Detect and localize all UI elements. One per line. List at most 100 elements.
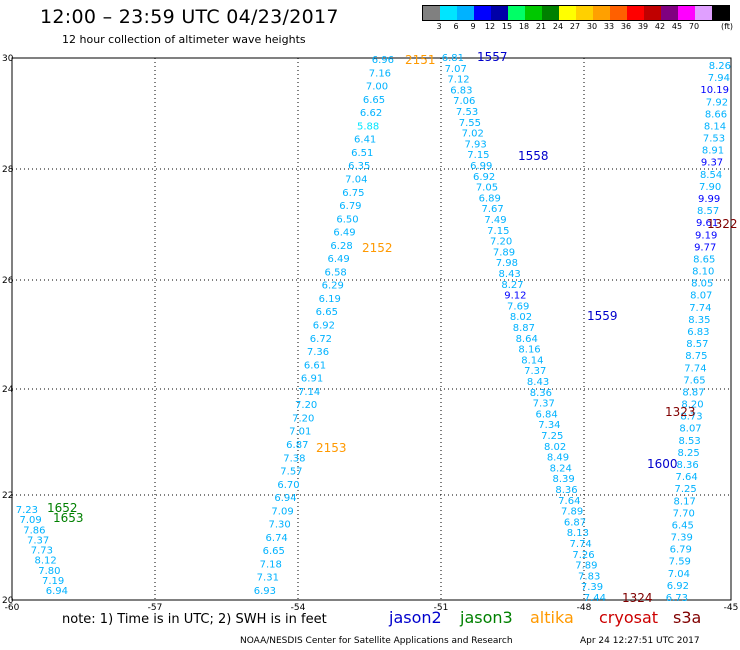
track-value-altika: 7.14	[298, 387, 320, 398]
satellite-legend-cryosat: cryosat	[599, 608, 659, 627]
track-value-s3a: 7.39	[671, 533, 693, 544]
track-value-jason3: 7.19	[42, 576, 64, 587]
track-value-jason2: 7.93	[464, 139, 486, 150]
colorbar-swatch	[678, 6, 695, 20]
track-value-altika: 6.49	[327, 254, 349, 265]
track-value-jason2: 7.44	[584, 593, 606, 604]
colorbar-unit: (ft)	[721, 22, 734, 31]
track-value-jason3: 7.37	[27, 535, 49, 546]
track-value-altika: 6.96	[372, 55, 394, 66]
colorbar-label: 36	[620, 22, 632, 31]
colorbar-swatch	[559, 6, 576, 20]
track-value-jason2: 8.14	[521, 355, 543, 366]
track-value-jason2: 8.39	[552, 474, 574, 485]
track-value-altika: 6.49	[333, 228, 355, 239]
track-value-jason2: 6.84	[535, 409, 557, 420]
track-value-jason2: 6.92	[473, 172, 495, 183]
track-value-jason2: 6.99	[470, 161, 492, 172]
pass-time-label: 1323	[665, 405, 696, 419]
track-value-s3a: 8.20	[681, 400, 703, 411]
colorbar-label: 27	[569, 22, 581, 31]
track-value-jason2: 8.49	[547, 453, 569, 464]
satellite-legend-s3a: s3a	[673, 608, 702, 627]
track-value-jason2: 8.27	[501, 280, 523, 291]
track-value-altika: 6.79	[339, 201, 361, 212]
colorbar-swatch	[542, 6, 559, 20]
track-value-altika: 6.41	[354, 135, 376, 146]
track-value-jason2: 6.83	[450, 85, 472, 96]
colorbar-swatch	[457, 6, 474, 20]
track-value-s3a: 6.73	[666, 593, 688, 604]
colorbar-swatch	[712, 6, 729, 20]
track-value-s3a: 8.05	[691, 279, 713, 290]
track-value-s3a: 7.70	[673, 508, 695, 519]
track-value-jason3: 6.94	[46, 586, 68, 597]
track-value-jason3: 7.23	[16, 505, 38, 516]
track-value-altika: 7.20	[295, 400, 317, 411]
track-value-jason2: 7.39	[581, 582, 603, 593]
colorbar-label: 3	[436, 22, 442, 31]
track-value-jason2: 8.02	[544, 442, 566, 453]
x-tick-label: -60	[5, 603, 20, 613]
track-value-jason2: 7.05	[476, 183, 498, 194]
track-value-jason3: 7.80	[38, 566, 60, 577]
colorbar-swatch	[525, 6, 542, 20]
colorbar-swatch	[474, 6, 491, 20]
colorbar-label: 45	[671, 22, 683, 31]
track-value-jason2: 7.67	[481, 204, 503, 215]
track-value-altika: 6.74	[266, 533, 288, 544]
track-value-s3a: 9.37	[701, 158, 723, 169]
track-value-altika: 6.50	[336, 214, 358, 225]
track-value-jason2: 7.53	[456, 107, 478, 118]
track-value-jason2: 6.81	[442, 53, 464, 64]
y-tick-label: 28	[2, 165, 14, 175]
satellite-legend-altika: altika	[530, 608, 574, 627]
track-value-s3a: 8.07	[690, 291, 712, 302]
x-tick-label: -51	[434, 603, 449, 613]
track-value-altika: 6.19	[319, 294, 341, 305]
track-value-jason2: 8.16	[518, 345, 540, 356]
pass-time-label: 1324	[622, 591, 653, 605]
colorbar-label: 39	[637, 22, 649, 31]
pass-time-label: 2153	[316, 441, 347, 455]
track-value-s3a: 8.53	[678, 436, 700, 447]
track-value-jason2: 7.12	[447, 75, 469, 86]
track-value-jason2: 7.37	[533, 399, 555, 410]
track-value-s3a: 9.19	[695, 230, 717, 241]
track-value-altika: 7.38	[283, 453, 305, 464]
track-value-s3a: 7.90	[699, 182, 721, 193]
track-value-altika: 6.65	[316, 307, 338, 318]
satellite-legend-jason2: jason2	[389, 608, 442, 627]
track-value-jason2: 7.26	[572, 550, 594, 561]
track-value-s3a: 8.07	[679, 424, 701, 435]
track-value-jason3: 7.86	[23, 525, 45, 536]
track-value-jason2: 7.64	[558, 496, 580, 507]
track-value-s3a: 8.36	[676, 460, 698, 471]
track-value-jason2: 8.24	[550, 463, 572, 474]
track-value-altika: 7.36	[307, 347, 329, 358]
track-value-altika: 6.35	[348, 161, 370, 172]
pass-time-label: 1652	[47, 501, 78, 515]
track-value-s3a: 7.74	[684, 363, 706, 374]
track-value-altika: 6.65	[263, 546, 285, 557]
track-value-s3a: 8.25	[677, 448, 699, 459]
track-value-s3a: 6.92	[667, 581, 689, 592]
pass-time-label: 1558	[518, 149, 549, 163]
track-value-s3a: 7.25	[675, 484, 697, 495]
colorbar-swatch	[661, 6, 678, 20]
credit-line: NOAA/NESDIS Center for Satellite Applica…	[240, 636, 513, 646]
track-value-jason2: 8.43	[527, 377, 549, 388]
generation-timestamp: Apr 24 12:27:51 UTC 2017	[580, 636, 700, 646]
track-value-s3a: 8.91	[702, 146, 724, 157]
track-value-altika: 6.29	[322, 281, 344, 292]
track-value-s3a: 7.65	[683, 375, 705, 386]
y-tick-label: 26	[2, 276, 14, 286]
colorbar-swatch	[627, 6, 644, 20]
colorbar-swatch	[491, 6, 508, 20]
colorbar-swatch	[644, 6, 661, 20]
track-value-altika: 6.65	[363, 95, 385, 106]
track-value-jason2: 7.06	[453, 96, 475, 107]
page-title: 12:00 – 23:59 UTC 04/23/2017	[40, 6, 339, 28]
track-value-s3a: 7.64	[676, 472, 698, 483]
track-value-s3a: 8.87	[682, 387, 704, 398]
